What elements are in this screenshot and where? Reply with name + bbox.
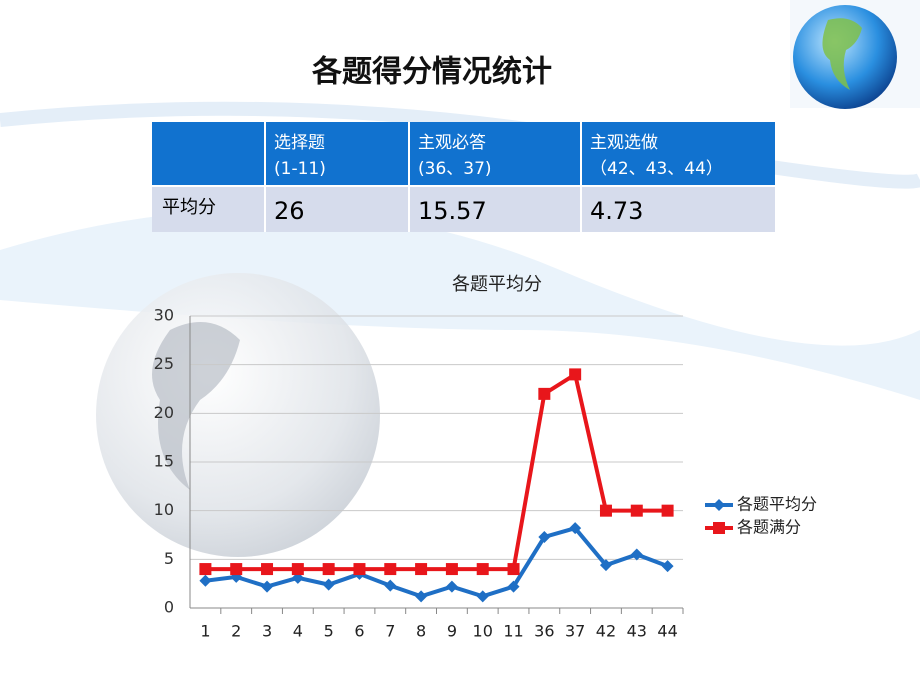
data-point [507, 563, 520, 576]
score-table: 选择题 (1-11) 主观必答 (36、37) 主观选做 （42、43、44） 平均分 26 1… [152, 122, 775, 232]
x-tick-label: 9 [447, 622, 457, 641]
data-point [415, 563, 428, 576]
x-tick-label: 7 [385, 622, 395, 641]
data-point [322, 578, 335, 591]
y-tick-label: 15 [154, 452, 174, 471]
y-tick-label: 25 [154, 354, 174, 373]
data-point [261, 563, 274, 576]
column-header: 选择题 [274, 133, 325, 153]
column-header: 主观必答 [418, 133, 486, 153]
data-point [476, 563, 489, 576]
x-tick-label: 8 [416, 622, 426, 641]
x-tick-label: 4 [293, 622, 303, 641]
y-tick-label: 30 [154, 306, 174, 325]
chart-title: 各题平均分 [452, 274, 542, 295]
column-header: 主观选做 [590, 133, 658, 153]
y-tick-label: 20 [154, 403, 174, 422]
x-tick-label: 10 [473, 622, 493, 641]
table-header-bg [152, 122, 775, 186]
data-point [538, 530, 551, 543]
legend-label: 各题平均分 [737, 495, 817, 514]
data-point [445, 580, 458, 593]
x-tick-label: 37 [565, 622, 585, 641]
data-point [661, 560, 674, 573]
x-tick-label: 42 [596, 622, 616, 641]
data-point [507, 580, 520, 593]
x-tick-label: 43 [627, 622, 647, 641]
data-point [322, 563, 335, 576]
data-point [445, 563, 458, 576]
legend-marker [713, 522, 725, 534]
data-point [599, 559, 612, 572]
x-tick-label: 36 [534, 622, 554, 641]
data-point [384, 563, 397, 576]
x-tick-label: 5 [324, 622, 334, 641]
column-subheader: （42、43、44） [590, 159, 723, 179]
x-tick-label: 6 [354, 622, 364, 641]
data-point [291, 563, 304, 576]
table-row-bg [152, 187, 775, 232]
column-subheader: (1-11) [274, 159, 326, 179]
data-point [415, 590, 428, 603]
data-point [630, 504, 643, 517]
data-point [476, 590, 489, 603]
table-borders [152, 122, 775, 232]
cell-value: 26 [274, 197, 305, 225]
page-title: 各题得分情况统计 [311, 55, 552, 90]
cell-value: 15.57 [418, 197, 487, 225]
data-point [199, 563, 212, 576]
data-point [661, 504, 674, 517]
x-tick-label: 11 [503, 622, 523, 641]
column-subheader: (36、37) [418, 159, 492, 179]
row-label: 平均分 [162, 197, 216, 218]
data-point [199, 574, 212, 587]
x-tick-label: 2 [231, 622, 241, 641]
data-point [261, 580, 274, 593]
data-point [353, 563, 366, 576]
y-tick-label: 10 [154, 500, 174, 519]
data-point [599, 504, 612, 517]
series-line [205, 525, 669, 599]
y-tick-label: 0 [164, 598, 174, 617]
legend-label: 各题满分 [737, 518, 801, 537]
data-point [630, 548, 643, 561]
data-point [569, 522, 582, 535]
cell-value: 4.73 [590, 197, 643, 225]
line-chart: 各题平均分 0 5 10 15 20 25 30 1 2 3 4 5 6 7 8 9 10 11 36 37 42 43 44… [154, 274, 817, 641]
series-line [205, 371, 668, 572]
x-tick-label: 3 [262, 622, 272, 641]
data-point [384, 579, 397, 592]
x-tick-label: 1 [200, 622, 210, 641]
data-point [230, 563, 243, 576]
y-tick-label: 5 [164, 549, 174, 568]
data-point [538, 387, 551, 400]
x-tick-label: 44 [657, 622, 677, 641]
data-point [569, 368, 582, 381]
legend-marker [713, 499, 725, 511]
